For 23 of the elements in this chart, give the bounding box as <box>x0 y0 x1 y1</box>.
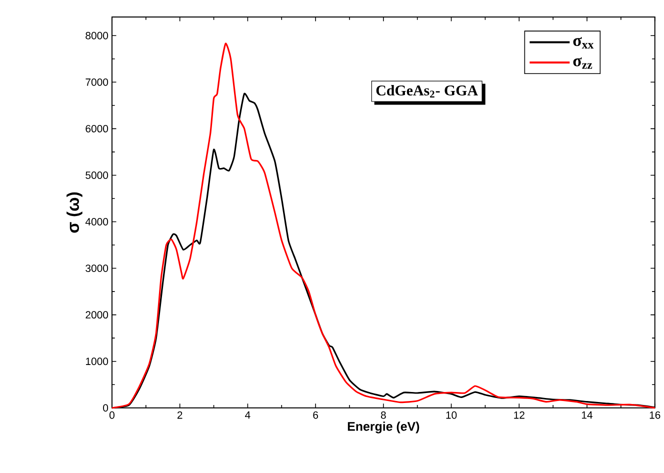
x-tick-label: 10 <box>446 411 457 419</box>
x-axis-title: Energie (eV) <box>348 422 420 434</box>
legend-label: σ$_{xx}$ <box>573 37 594 49</box>
y-tick-label: 3000 <box>86 264 108 272</box>
y-tick-label: 8000 <box>86 32 108 40</box>
legend-label: σ$_{zz}$ <box>573 57 592 69</box>
y-tick-label: 5000 <box>86 172 108 179</box>
y-tick-label: 2000 <box>86 311 108 319</box>
y-tick-label: 1000 <box>86 358 108 366</box>
x-tick-label: 2 <box>177 411 182 419</box>
x-tick-label: 0 <box>109 411 114 419</box>
x-tick-label: 14 <box>582 411 592 419</box>
x-tick-label: 8 <box>380 411 386 419</box>
x-tick-label: 12 <box>514 411 524 419</box>
x-tick-label: 4 <box>245 411 250 419</box>
y-tick-label: 0 <box>103 404 108 412</box>
y-tick-label: 6000 <box>86 125 108 132</box>
y-tick-label: 7000 <box>86 78 108 86</box>
x-tick-label: 16 <box>650 411 660 419</box>
y-tick-label: 4000 <box>85 218 108 226</box>
y-axis-title: σ (ω) <box>66 192 82 233</box>
x-tick-label: 6 <box>313 411 318 419</box>
annotation: CdGeAs$_{2}$- GGA <box>376 85 478 98</box>
